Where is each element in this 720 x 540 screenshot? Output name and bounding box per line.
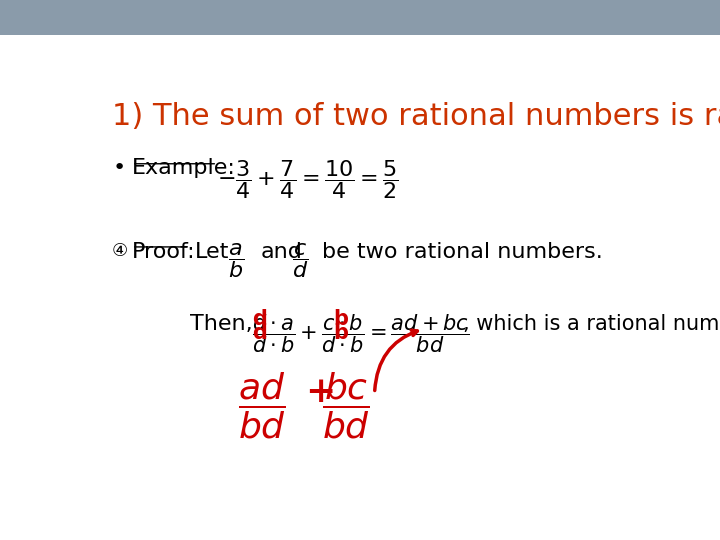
Text: $\mathbf{d}$: $\mathbf{d}$ [253, 309, 268, 329]
Text: •: • [112, 158, 125, 178]
Text: be two rational numbers.: be two rational numbers. [322, 241, 603, 261]
Text: Then,: Then, [190, 314, 253, 334]
Text: Proof:: Proof: [132, 241, 195, 261]
Text: $\dfrac{c}{d}$: $\dfrac{c}{d}$ [292, 241, 308, 280]
Text: +: + [305, 375, 336, 409]
Text: 1) The sum of two rational numbers is rational.: 1) The sum of two rational numbers is ra… [112, 102, 720, 131]
Text: Example:: Example: [132, 158, 235, 178]
Text: ④: ④ [111, 241, 127, 260]
Text: $\dfrac{a}{b}$: $\dfrac{a}{b}$ [228, 241, 245, 280]
Text: , which is a rational number!: , which is a rational number! [463, 314, 720, 334]
Text: $\dfrac{bc}{bd}$: $\dfrac{bc}{bd}$ [322, 370, 369, 441]
Text: $\mathbf{b}$: $\mathbf{b}$ [333, 323, 348, 343]
Text: $\dfrac{ad}{bd}$: $\dfrac{ad}{bd}$ [238, 370, 286, 441]
Text: $-\dfrac{3}{4}+\dfrac{7}{4}=\dfrac{10}{4}=\dfrac{5}{2}$: $-\dfrac{3}{4}+\dfrac{7}{4}=\dfrac{10}{4… [217, 158, 399, 201]
Text: $\mathbf{d}$: $\mathbf{d}$ [253, 323, 268, 343]
Text: $\mathbf{b}$: $\mathbf{b}$ [333, 309, 348, 329]
Text: and: and [260, 241, 302, 261]
Text: Let: Let [195, 241, 229, 261]
Text: $\dfrac{d \cdot a}{d \cdot b}+\dfrac{c \cdot b}{d \cdot b}=\dfrac{ad+bc}{bd}$: $\dfrac{d \cdot a}{d \cdot b}+\dfrac{c \… [252, 312, 469, 355]
